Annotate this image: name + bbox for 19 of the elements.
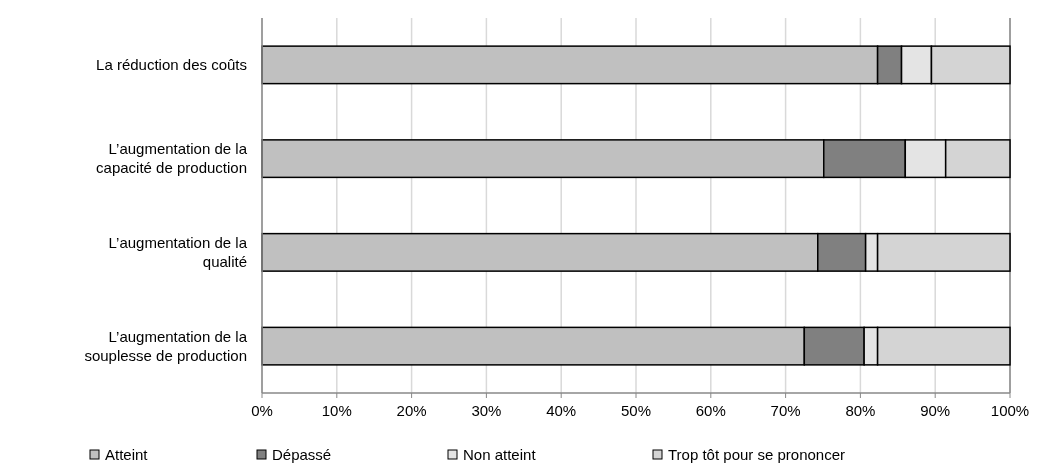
y-tick-label: L’augmentation de la qualité	[108, 233, 248, 270]
legend-label: Dépassé	[272, 446, 332, 463]
x-tick-label: 50%	[620, 402, 652, 419]
y-tick-label: L’augmentation de la capacité de production	[96, 140, 248, 177]
x-tick-label: 0%	[251, 402, 273, 419]
x-tick-label: 70%	[770, 402, 801, 419]
legend-label: Atteint	[105, 446, 149, 463]
legend-label: Trop tôt pour se prononcer	[668, 446, 846, 463]
y-tick-label: L’augmentation de la souplesse de production	[84, 327, 248, 364]
x-tick-label: 80%	[845, 402, 876, 419]
x-tick-label: 40%	[546, 402, 577, 419]
legend-label: Non atteint	[463, 446, 537, 463]
x-tick-label: 10%	[321, 402, 352, 419]
x-tick-label: 100%	[990, 402, 1030, 419]
x-tick-label: 90%	[920, 402, 951, 419]
y-tick-label: La réduction des coûts	[96, 55, 247, 73]
x-tick-label: 20%	[396, 402, 427, 419]
x-tick-label: 60%	[695, 402, 726, 419]
x-tick-label: 30%	[471, 402, 502, 419]
